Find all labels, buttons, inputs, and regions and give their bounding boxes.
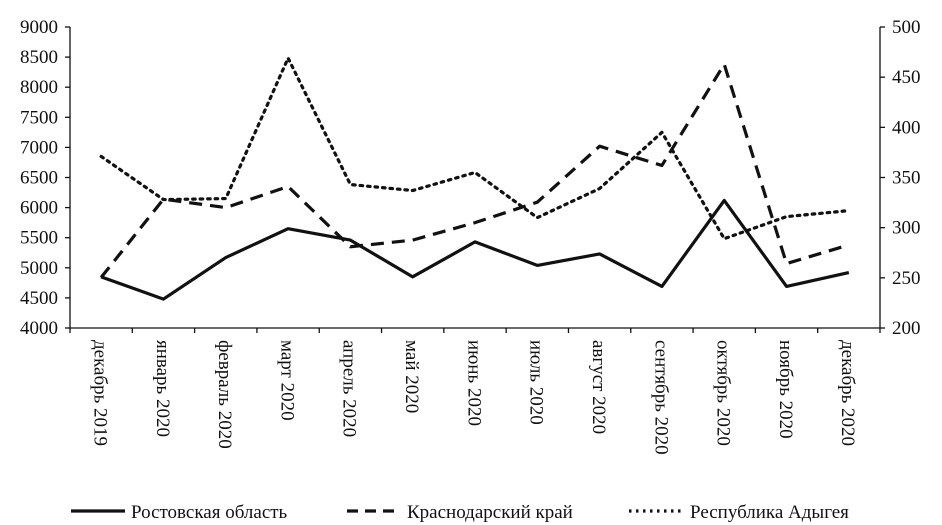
right-tick-label: 450 <box>892 67 921 88</box>
legend-item-series-2: Краснодарский край <box>347 502 573 523</box>
legend-item-series-3: Республика Адыгея <box>629 502 849 523</box>
x-tick-label: август 2020 <box>588 340 609 434</box>
series-line-dotted <box>99 56 851 241</box>
right-tick-label: 500 <box>892 17 921 38</box>
legend: Ростовская область Краснодарский край Ре… <box>71 502 849 523</box>
right-tick-label: 200 <box>892 318 921 339</box>
left-tick-label: 4000 <box>20 318 58 339</box>
left-tick-label: 7000 <box>20 137 58 158</box>
right-tick-label: 250 <box>892 268 921 289</box>
x-tick-label: сентябрь 2020 <box>650 340 671 455</box>
x-tick-label: декабрь 2019 <box>90 340 111 446</box>
legend-item-series-1: Ростовская область <box>71 502 288 523</box>
series-line-solid <box>100 198 850 301</box>
x-tick-label: июль 2020 <box>526 340 547 425</box>
x-tick-label: январь 2020 <box>152 340 173 437</box>
left-tick-label: 8000 <box>20 77 58 98</box>
left-tick-label: 6500 <box>20 168 58 189</box>
right-tick-label: 350 <box>892 168 921 189</box>
x-tick-label: октябрь 2020 <box>713 340 734 446</box>
x-tick-label: май 2020 <box>401 340 422 413</box>
x-tick-label: апрель 2020 <box>339 340 360 437</box>
left-y-axis-ticks: 4000 4500 5000 5500 6000 6500 7000 7500 8000 8500… <box>20 17 70 339</box>
series-line-dashed <box>99 62 850 279</box>
legend-label: Краснодарский край <box>407 502 573 523</box>
right-tick-label: 300 <box>892 218 921 239</box>
series-layer <box>99 56 851 301</box>
right-y-axis-ticks: 200 250 300 350 400 450 500 <box>880 17 921 339</box>
x-tick-label: декабрь 2020 <box>837 340 858 446</box>
x-tick-label: июнь 2020 <box>463 340 484 426</box>
legend-label: Республика Адыгея <box>690 502 849 523</box>
x-axis-ticks: декабрь 2019 январь 2020 февраль 2020 март … <box>69 328 881 455</box>
right-tick-label: 400 <box>892 117 921 138</box>
left-tick-label: 8500 <box>20 47 58 68</box>
x-tick-label: ноябрь 2020 <box>775 340 796 439</box>
left-tick-label: 4500 <box>20 288 58 309</box>
legend-label: Ростовская область <box>131 502 288 523</box>
left-tick-label: 6000 <box>20 198 58 219</box>
left-tick-label: 5500 <box>20 228 58 249</box>
left-tick-label: 5000 <box>20 258 58 279</box>
left-tick-label: 7500 <box>20 107 58 128</box>
x-tick-label: март 2020 <box>276 340 297 421</box>
left-tick-label: 9000 <box>20 17 58 38</box>
x-tick-label: февраль 2020 <box>214 340 235 449</box>
